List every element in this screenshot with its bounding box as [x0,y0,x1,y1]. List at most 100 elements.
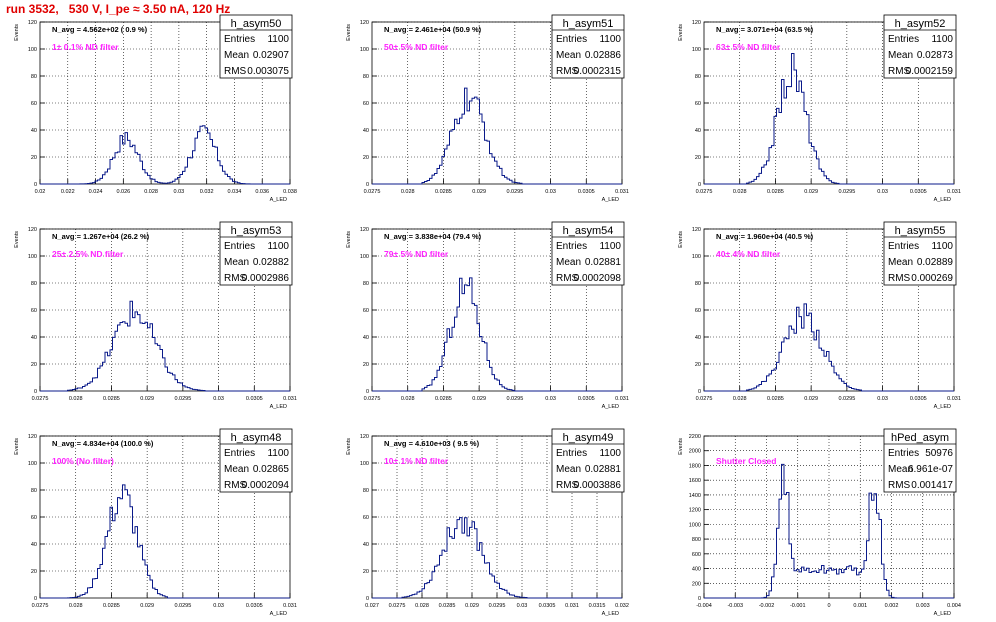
y-tick-label: 200 [692,581,701,587]
y-tick-label: 60 [31,515,37,521]
y-tick-label: 2200 [689,434,701,440]
x-axis-label: A_LED [602,611,619,617]
histogram-line [704,53,954,185]
x-tick-label: 0.03 [877,189,888,195]
y-tick-label: 120 [692,227,701,233]
stats-box [219,14,293,79]
stats-box [883,221,957,286]
x-tick-label: 0.0275 [389,603,406,609]
y-tick-label: 40 [363,542,369,548]
x-tick-label: 0.0305 [578,396,595,402]
y-tick-label: 120 [360,434,369,440]
x-tick-label: 0.022 [61,189,75,195]
n-avg-label: N_avg = 3.071e+04 (63.5 %) [716,25,814,34]
histogram-plot: 0.0275 0.028 0.0285 0.029 0.0295 0.03 0.0305 0.… [346,14,629,203]
stats-key: RMS [224,480,247,491]
x-axis-label: A_LED [602,197,619,203]
x-tick-label: 0.03 [545,189,556,195]
x-tick-label: 0.0285 [435,189,452,195]
y-axis-label: Events [678,438,684,455]
x-axis-label: A_LED [934,404,951,410]
x-axis-label: A_LED [934,611,951,617]
histogram-panel: 0.02 0.022 0.024 0.026 0.028 0.03 0.032 0.034 0.… [0,0,332,207]
histogram-panel: 0.0275 0.028 0.0285 0.029 0.0295 0.03 0.0305 0.… [332,0,664,207]
histogram-line [704,303,954,392]
histogram-name: h_asym50 [231,18,282,30]
stats-value: 0.0003886 [574,480,622,491]
y-tick-label: 2000 [689,449,701,455]
x-tick-label: 0 [827,603,830,609]
y-tick-label: 0 [698,596,701,602]
y-tick-label: 120 [28,227,37,233]
stats-value: 1100 [599,448,621,459]
stats-value: 1100 [599,34,621,45]
y-tick-label: 40 [31,128,37,134]
filter-label: Shutter Closed [716,456,776,466]
histogram-name: h_asym48 [231,432,282,444]
stats-key: RMS [556,480,579,491]
y-tick-label: 20 [363,362,369,368]
stats-value: 1100 [931,34,953,45]
stats-value: 0.0002098 [574,273,622,284]
stats-value: 0.0002094 [242,480,290,491]
page-title: run 3532, 530 V, I_pe ≈ 3.50 nA, 120 Hz [6,2,231,16]
y-tick-label: 0 [34,182,37,188]
stats-value: 1100 [931,241,953,252]
y-tick-label: 20 [363,155,369,161]
x-tick-label: 0.028 [733,396,747,402]
histogram-panel: -0.004 -0.003 -0.002 -0.001 0 0.001 0.002 0.003… [664,414,996,621]
x-tick-label: 0.0295 [838,189,855,195]
y-tick-label: 60 [31,101,37,107]
x-tick-label: 0.0305 [578,189,595,195]
stats-key: Mean [556,50,581,61]
x-tick-label: 0.0295 [174,603,191,609]
stats-value: 0.0002986 [242,273,290,284]
y-tick-label: 0 [34,596,37,602]
x-tick-label: 0.024 [89,189,103,195]
histogram-plot: 0.0275 0.028 0.0285 0.029 0.0295 0.03 0.0305 0.… [678,221,961,410]
n-avg-label: N_avg = 3.838e+04 (79.4 %) [384,232,482,241]
x-tick-label: 0.0295 [174,396,191,402]
y-tick-label: 100 [360,461,369,467]
x-tick-label: 0.034 [228,189,242,195]
x-tick-label: 0.0295 [838,396,855,402]
histogram-line [40,484,290,599]
filter-label: 79± 5% ND filter [384,249,449,259]
x-tick-label: 0.0305 [910,396,927,402]
x-tick-label: 0.029 [472,396,486,402]
stats-value: 1100 [599,241,621,252]
stats-value: 0.02881 [585,464,622,475]
y-tick-label: 1600 [689,478,701,484]
y-tick-label: 0 [698,182,701,188]
histogram-name: h_asym51 [563,18,614,30]
y-tick-label: 80 [363,74,369,80]
x-tick-label: 0.0305 [246,603,263,609]
y-tick-label: 1200 [689,508,701,514]
x-tick-label: 0.0275 [696,189,713,195]
stats-key: RMS [888,66,911,77]
x-tick-label: 0.031 [615,189,629,195]
x-tick-label: 0.0275 [364,396,381,402]
x-tick-label: 0.001 [853,603,867,609]
n-avg-label: N_avg = 4.610e+03 ( 9.5 %) [384,439,480,448]
y-tick-label: 20 [363,569,369,575]
x-tick-label: 0.0315 [589,603,606,609]
x-tick-label: 0.031 [283,603,297,609]
y-tick-label: 80 [31,488,37,494]
x-tick-label: 0.028 [69,396,83,402]
y-tick-label: 40 [695,335,701,341]
histogram-plot: 0.02 0.022 0.024 0.026 0.028 0.03 0.032 0.034 0.… [14,14,297,203]
y-tick-label: 60 [31,308,37,314]
x-tick-label: 0.029 [465,603,479,609]
y-axis-label: Events [14,231,20,248]
x-tick-label: 0.028 [733,189,747,195]
y-tick-label: 800 [692,537,701,543]
stats-key: RMS [556,273,579,284]
stats-key: Mean [556,257,581,268]
y-axis-label: Events [14,24,20,41]
y-tick-label: 40 [363,128,369,134]
stats-box [219,428,293,493]
y-tick-label: 60 [695,308,701,314]
filter-label: 10± 1% ND filter [384,456,449,466]
stats-key: Entries [224,448,255,459]
